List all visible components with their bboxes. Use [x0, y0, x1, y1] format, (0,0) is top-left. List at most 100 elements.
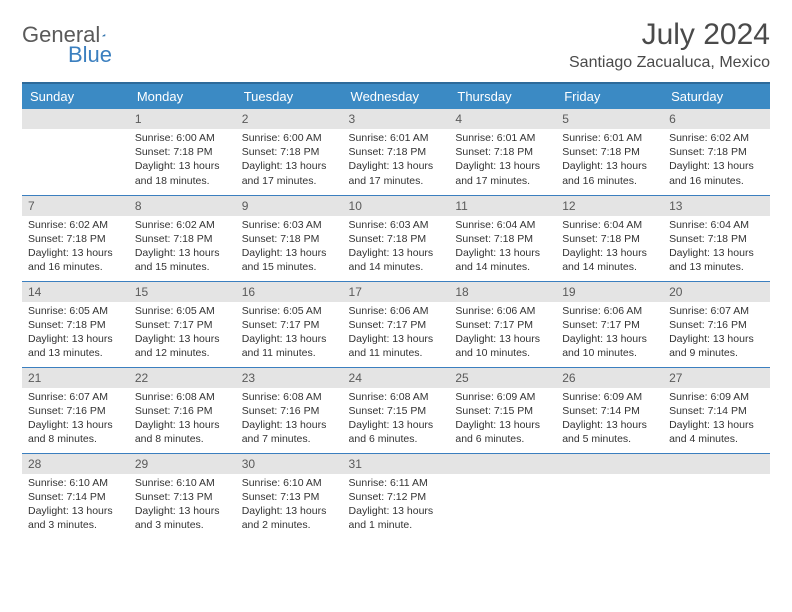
day-details: Sunrise: 6:06 AMSunset: 7:17 PMDaylight:… — [343, 302, 450, 365]
detail-day1: Daylight: 13 hours — [28, 246, 123, 260]
detail-sunrise: Sunrise: 6:00 AM — [242, 131, 337, 145]
day-number: 21 — [22, 368, 129, 388]
day-cell: 23Sunrise: 6:08 AMSunset: 7:16 PMDayligh… — [236, 367, 343, 453]
detail-day1: Daylight: 13 hours — [135, 504, 230, 518]
day-number: 25 — [449, 368, 556, 388]
detail-day1: Daylight: 13 hours — [242, 332, 337, 346]
day-cell: 21Sunrise: 6:07 AMSunset: 7:16 PMDayligh… — [22, 367, 129, 453]
detail-sunrise: Sunrise: 6:01 AM — [455, 131, 550, 145]
detail-sunrise: Sunrise: 6:02 AM — [28, 218, 123, 232]
day-cell: 7Sunrise: 6:02 AMSunset: 7:18 PMDaylight… — [22, 195, 129, 281]
detail-sunset: Sunset: 7:18 PM — [349, 232, 444, 246]
detail-sunrise: Sunrise: 6:11 AM — [349, 476, 444, 490]
week-row: 28Sunrise: 6:10 AMSunset: 7:14 PMDayligh… — [22, 453, 770, 539]
empty-cell — [22, 109, 129, 195]
weekday-saturday: Saturday — [663, 83, 770, 109]
detail-day2: and 4 minutes. — [669, 432, 764, 446]
detail-day2: and 10 minutes. — [455, 346, 550, 360]
day-cell: 6Sunrise: 6:02 AMSunset: 7:18 PMDaylight… — [663, 109, 770, 195]
detail-sunset: Sunset: 7:18 PM — [562, 145, 657, 159]
detail-sunrise: Sunrise: 6:09 AM — [669, 390, 764, 404]
day-cell: 22Sunrise: 6:08 AMSunset: 7:16 PMDayligh… — [129, 367, 236, 453]
detail-day2: and 16 minutes. — [669, 174, 764, 188]
detail-sunset: Sunset: 7:17 PM — [135, 318, 230, 332]
day-cell: 16Sunrise: 6:05 AMSunset: 7:17 PMDayligh… — [236, 281, 343, 367]
detail-sunrise: Sunrise: 6:04 AM — [455, 218, 550, 232]
day-cell: 18Sunrise: 6:06 AMSunset: 7:17 PMDayligh… — [449, 281, 556, 367]
detail-day1: Daylight: 13 hours — [28, 418, 123, 432]
day-cell: 9Sunrise: 6:03 AMSunset: 7:18 PMDaylight… — [236, 195, 343, 281]
detail-sunrise: Sunrise: 6:07 AM — [669, 304, 764, 318]
detail-sunrise: Sunrise: 6:05 AM — [242, 304, 337, 318]
day-details: Sunrise: 6:02 AMSunset: 7:18 PMDaylight:… — [663, 129, 770, 192]
detail-day1: Daylight: 13 hours — [349, 246, 444, 260]
day-number: 30 — [236, 454, 343, 474]
detail-sunrise: Sunrise: 6:08 AM — [135, 390, 230, 404]
brand-text-2-wrap: Blue — [22, 44, 112, 67]
weekday-row: SundayMondayTuesdayWednesdayThursdayFrid… — [22, 83, 770, 109]
day-number: 15 — [129, 282, 236, 302]
detail-sunrise: Sunrise: 6:04 AM — [669, 218, 764, 232]
day-details: Sunrise: 6:01 AMSunset: 7:18 PMDaylight:… — [449, 129, 556, 192]
detail-day1: Daylight: 13 hours — [455, 332, 550, 346]
day-details: Sunrise: 6:06 AMSunset: 7:17 PMDaylight:… — [449, 302, 556, 365]
day-cell: 24Sunrise: 6:08 AMSunset: 7:15 PMDayligh… — [343, 367, 450, 453]
day-number: 4 — [449, 109, 556, 129]
detail-sunset: Sunset: 7:18 PM — [135, 145, 230, 159]
day-number: 2 — [236, 109, 343, 129]
detail-sunset: Sunset: 7:17 PM — [562, 318, 657, 332]
day-details: Sunrise: 6:05 AMSunset: 7:17 PMDaylight:… — [236, 302, 343, 365]
day-details: Sunrise: 6:11 AMSunset: 7:12 PMDaylight:… — [343, 474, 450, 537]
day-details: Sunrise: 6:04 AMSunset: 7:18 PMDaylight:… — [449, 216, 556, 279]
detail-sunrise: Sunrise: 6:01 AM — [349, 131, 444, 145]
day-number: 1 — [129, 109, 236, 129]
detail-sunset: Sunset: 7:18 PM — [242, 145, 337, 159]
day-details: Sunrise: 6:09 AMSunset: 7:14 PMDaylight:… — [556, 388, 663, 451]
week-row: 1Sunrise: 6:00 AMSunset: 7:18 PMDaylight… — [22, 109, 770, 195]
detail-sunset: Sunset: 7:16 PM — [242, 404, 337, 418]
detail-day2: and 15 minutes. — [135, 260, 230, 274]
detail-sunset: Sunset: 7:13 PM — [135, 490, 230, 504]
detail-day2: and 7 minutes. — [242, 432, 337, 446]
detail-day1: Daylight: 13 hours — [669, 246, 764, 260]
day-details: Sunrise: 6:08 AMSunset: 7:15 PMDaylight:… — [343, 388, 450, 451]
detail-sunrise: Sunrise: 6:09 AM — [455, 390, 550, 404]
detail-day1: Daylight: 13 hours — [455, 418, 550, 432]
detail-day2: and 15 minutes. — [242, 260, 337, 274]
brand-text-2: Blue — [22, 42, 112, 67]
detail-day1: Daylight: 13 hours — [242, 504, 337, 518]
detail-sunset: Sunset: 7:17 PM — [242, 318, 337, 332]
weekday-sunday: Sunday — [22, 83, 129, 109]
day-details: Sunrise: 6:04 AMSunset: 7:18 PMDaylight:… — [556, 216, 663, 279]
detail-day1: Daylight: 13 hours — [28, 332, 123, 346]
detail-day2: and 14 minutes. — [562, 260, 657, 274]
detail-day1: Daylight: 13 hours — [669, 332, 764, 346]
detail-day2: and 9 minutes. — [669, 346, 764, 360]
detail-day1: Daylight: 13 hours — [349, 418, 444, 432]
day-details: Sunrise: 6:10 AMSunset: 7:13 PMDaylight:… — [236, 474, 343, 537]
day-cell: 17Sunrise: 6:06 AMSunset: 7:17 PMDayligh… — [343, 281, 450, 367]
day-number: 26 — [556, 368, 663, 388]
detail-day1: Daylight: 13 hours — [562, 418, 657, 432]
empty-cell — [556, 453, 663, 539]
day-cell: 25Sunrise: 6:09 AMSunset: 7:15 PMDayligh… — [449, 367, 556, 453]
detail-day2: and 5 minutes. — [562, 432, 657, 446]
day-details: Sunrise: 6:06 AMSunset: 7:17 PMDaylight:… — [556, 302, 663, 365]
day-cell: 19Sunrise: 6:06 AMSunset: 7:17 PMDayligh… — [556, 281, 663, 367]
day-details: Sunrise: 6:00 AMSunset: 7:18 PMDaylight:… — [129, 129, 236, 192]
detail-day1: Daylight: 13 hours — [562, 159, 657, 173]
detail-sunrise: Sunrise: 6:06 AM — [562, 304, 657, 318]
detail-sunset: Sunset: 7:16 PM — [28, 404, 123, 418]
detail-sunset: Sunset: 7:17 PM — [455, 318, 550, 332]
day-details: Sunrise: 6:08 AMSunset: 7:16 PMDaylight:… — [129, 388, 236, 451]
day-number: 16 — [236, 282, 343, 302]
detail-sunset: Sunset: 7:18 PM — [242, 232, 337, 246]
detail-sunrise: Sunrise: 6:05 AM — [135, 304, 230, 318]
detail-sunrise: Sunrise: 6:05 AM — [28, 304, 123, 318]
day-number — [22, 109, 129, 129]
detail-day2: and 1 minute. — [349, 518, 444, 532]
detail-day1: Daylight: 13 hours — [135, 332, 230, 346]
day-number — [663, 454, 770, 474]
day-number: 12 — [556, 196, 663, 216]
detail-day1: Daylight: 13 hours — [135, 159, 230, 173]
